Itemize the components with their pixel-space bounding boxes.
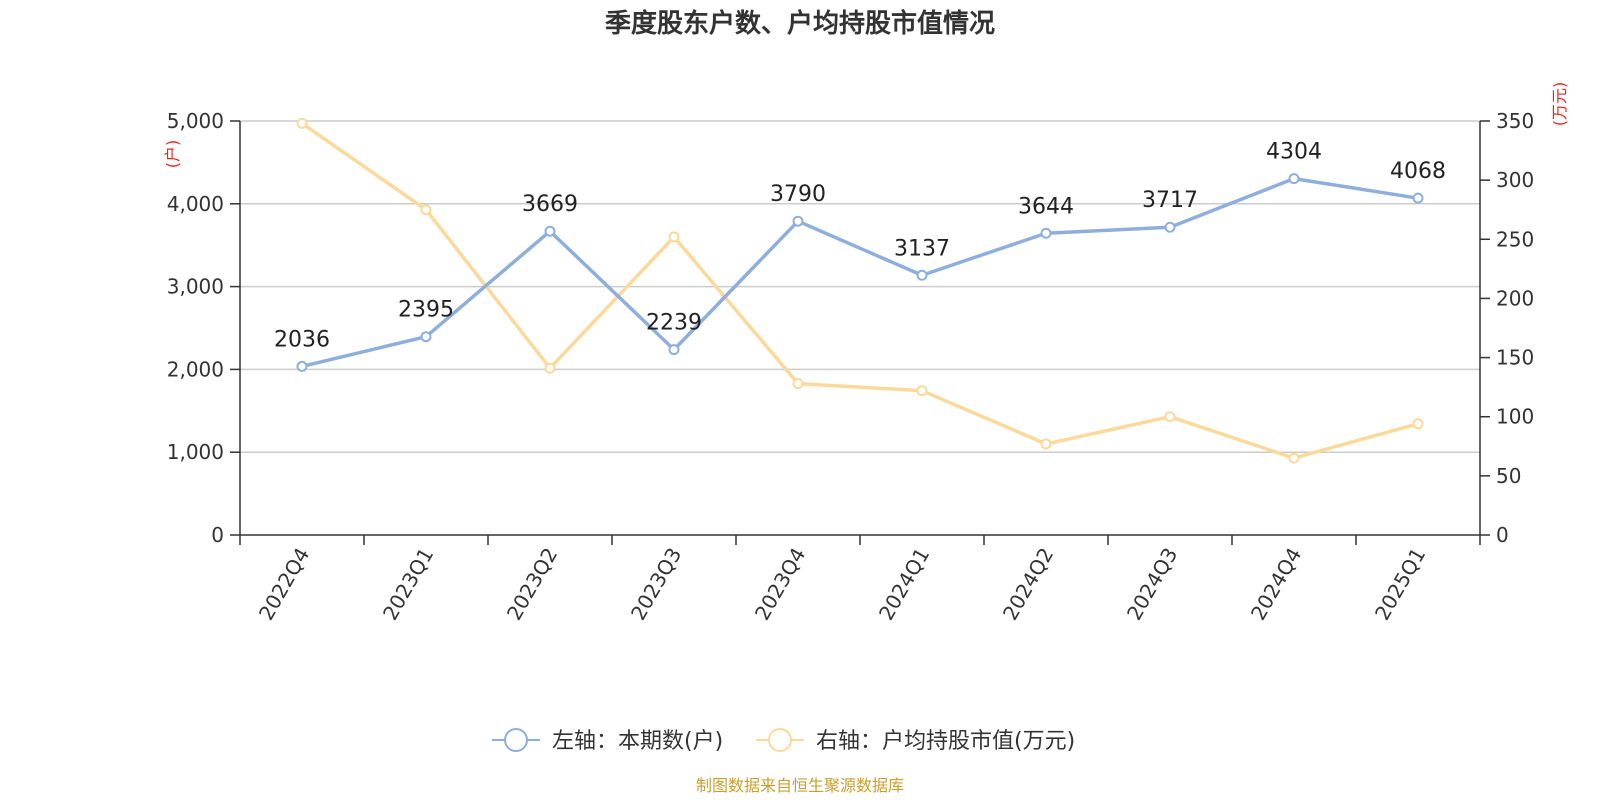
data-point-right[interactable] bbox=[1040, 438, 1052, 450]
data-label: 4068 bbox=[1390, 159, 1446, 184]
legend-marker-right bbox=[768, 728, 792, 752]
data-label: 3790 bbox=[770, 182, 826, 207]
legend-item-right-series[interactable]: 右轴：户均持股市值(万元) bbox=[756, 728, 1075, 754]
chart-title: 季度股东户数、户均持股市值情况 bbox=[605, 8, 995, 39]
left-tick-label: 2,000 bbox=[167, 357, 224, 381]
left-tick-label: 0 bbox=[211, 523, 224, 547]
series-line-right bbox=[300, 121, 1419, 460]
data-point-left[interactable] bbox=[916, 269, 928, 281]
x-tick-label: 2023Q4 bbox=[750, 544, 810, 625]
data-point-left[interactable] bbox=[1288, 173, 1300, 185]
legend-marker-left bbox=[504, 728, 528, 752]
data-point-left[interactable] bbox=[544, 225, 556, 237]
x-tick-label: 2024Q3 bbox=[1122, 544, 1182, 625]
x-tick-label: 2022Q4 bbox=[254, 544, 314, 625]
data-point-right[interactable] bbox=[1412, 418, 1424, 430]
data-label: 4304 bbox=[1266, 140, 1322, 165]
data-label: 3717 bbox=[1142, 188, 1198, 213]
left-axis-unit: (户) bbox=[163, 140, 182, 169]
data-label: 2239 bbox=[646, 311, 702, 336]
x-tick-label: 2025Q1 bbox=[1370, 544, 1430, 625]
right-tick-label: 250 bbox=[1496, 227, 1534, 251]
data-point-right[interactable] bbox=[668, 231, 680, 243]
x-tick-label: 2024Q2 bbox=[998, 544, 1058, 625]
right-tick-label: 300 bbox=[1496, 168, 1534, 192]
data-point-left[interactable] bbox=[420, 331, 432, 343]
data-point-right[interactable] bbox=[1288, 452, 1300, 464]
left-tick-label: 4,000 bbox=[167, 192, 224, 216]
right-tick-label: 150 bbox=[1496, 346, 1534, 370]
data-label: 2395 bbox=[398, 298, 454, 323]
data-point-right[interactable] bbox=[916, 385, 928, 397]
series-layer: 2036 2395 3669 2239 3790 3137 3644 3717 4304 4068 bbox=[274, 117, 1446, 464]
data-label: 3644 bbox=[1018, 194, 1074, 219]
x-tick-label: 2023Q3 bbox=[626, 544, 686, 625]
x-tick-label: 2024Q4 bbox=[1246, 544, 1306, 625]
data-label: 2036 bbox=[274, 327, 330, 352]
legend-label-left: 左轴：本期数(户) bbox=[552, 729, 723, 754]
x-tick-label: 2023Q2 bbox=[502, 544, 562, 625]
right-tick-label: 50 bbox=[1496, 464, 1521, 488]
data-point-right[interactable] bbox=[296, 117, 308, 129]
data-point-left[interactable] bbox=[668, 344, 680, 356]
legend-label-right: 右轴：户均持股市值(万元) bbox=[816, 729, 1075, 754]
right-axis-ticks: 0 50 100 150 200 250 300 350 bbox=[1480, 109, 1534, 547]
right-tick-label: 0 bbox=[1496, 523, 1509, 547]
legend: 左轴：本期数(户) 右轴：户均持股市值(万元) bbox=[492, 728, 1075, 754]
left-axis-ticks: 0 1,000 2,000 3,000 4,000 5,000 bbox=[167, 109, 240, 547]
data-point-right[interactable] bbox=[792, 378, 804, 390]
data-point-left[interactable] bbox=[1412, 192, 1424, 204]
data-point-right[interactable] bbox=[544, 362, 556, 374]
series-line-left bbox=[301, 176, 1419, 369]
data-label: 3137 bbox=[894, 236, 950, 261]
data-point-left[interactable] bbox=[1040, 227, 1052, 239]
data-label: 3669 bbox=[522, 192, 578, 217]
legend-item-left-series[interactable]: 左轴：本期数(户) bbox=[492, 728, 723, 754]
left-tick-label: 3,000 bbox=[167, 275, 224, 299]
data-point-left[interactable] bbox=[1164, 221, 1176, 233]
right-axis-unit: (万元) bbox=[1550, 82, 1569, 127]
data-point-left[interactable] bbox=[296, 360, 308, 372]
right-tick-label: 350 bbox=[1496, 109, 1534, 133]
left-tick-label: 5,000 bbox=[167, 109, 224, 133]
x-axis-ticks: 2022Q4 2023Q1 2023Q2 2023Q3 2023Q4 2024Q1 2024… bbox=[239, 535, 1481, 625]
x-tick-label: 2024Q1 bbox=[874, 544, 934, 625]
data-point-right[interactable] bbox=[1164, 411, 1176, 423]
x-tick-label: 2023Q1 bbox=[378, 544, 438, 625]
data-point-right[interactable] bbox=[420, 204, 432, 216]
right-tick-label: 100 bbox=[1496, 405, 1534, 429]
grid-lines bbox=[240, 120, 1480, 453]
right-tick-label: 200 bbox=[1496, 286, 1534, 310]
left-tick-label: 1,000 bbox=[167, 440, 224, 464]
data-point-left[interactable] bbox=[792, 215, 804, 227]
source-note: 制图数据来自恒生聚源数据库 bbox=[696, 776, 904, 795]
